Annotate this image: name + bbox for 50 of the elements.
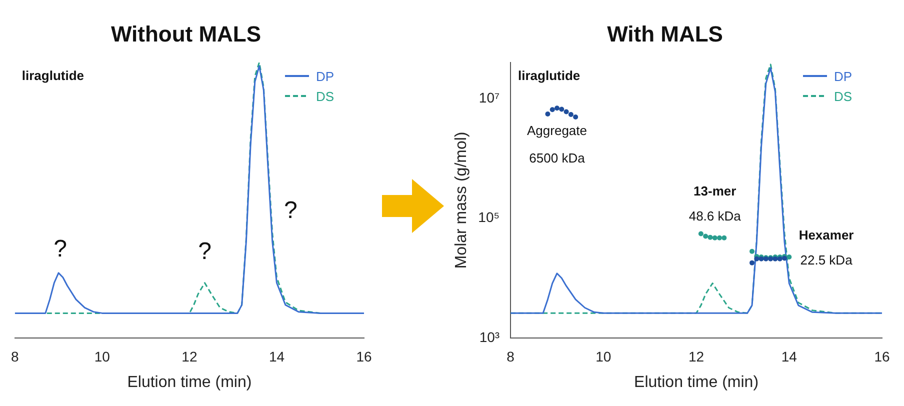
x-tick-label: 14 xyxy=(781,348,798,364)
legend-label: DS xyxy=(316,88,334,104)
x-tick-label: 16 xyxy=(356,348,372,364)
annotation: 22.5 kDa xyxy=(800,252,854,268)
chart-title: With MALS xyxy=(607,21,723,46)
x-tick-label: 8 xyxy=(10,348,19,364)
x-axis-title: Elution time (min) xyxy=(127,374,252,391)
annotation: ? xyxy=(198,238,212,266)
annotation: ? xyxy=(54,235,67,262)
x-tick-label: 10 xyxy=(596,348,612,364)
chart-title: Without MALS xyxy=(110,21,262,46)
point xyxy=(722,235,727,240)
legend-label: DS xyxy=(834,88,852,104)
point xyxy=(754,256,760,262)
point xyxy=(750,260,754,266)
annotation: 48.6 kDa xyxy=(688,208,742,224)
y-axis-title: Molar mass (g/mol) xyxy=(453,132,470,269)
point xyxy=(750,248,754,254)
annotation: Hexamer xyxy=(798,228,854,243)
point xyxy=(698,231,704,236)
x-tick-label: 12 xyxy=(688,348,704,364)
y-tick-label: 10⁷ xyxy=(478,89,500,106)
x-tick-label: 16 xyxy=(874,348,890,364)
legend-label: DP xyxy=(834,68,852,84)
point xyxy=(545,112,550,117)
x-tick-label: 12 xyxy=(182,348,198,364)
x-tick-label: 8 xyxy=(506,348,515,364)
x-axis-title: Elution time (min) xyxy=(634,374,759,391)
point xyxy=(568,112,574,117)
annotation: 6500 kDa xyxy=(529,150,586,166)
point xyxy=(712,235,718,240)
annotation: 13-mer xyxy=(694,184,736,199)
annotation: liraglutide xyxy=(518,68,580,83)
point xyxy=(554,106,560,111)
point xyxy=(717,235,722,240)
point xyxy=(559,106,564,112)
point xyxy=(564,109,569,114)
point xyxy=(573,114,578,120)
annotation: ? xyxy=(284,196,298,224)
x-tick-label: 14 xyxy=(268,348,285,364)
point xyxy=(703,234,708,239)
point xyxy=(708,234,713,240)
legend-label: DP xyxy=(316,68,334,84)
point xyxy=(550,107,555,112)
x-tick-label: 10 xyxy=(94,348,110,364)
annotation: liraglutide xyxy=(22,68,84,83)
y-tick-label: 10⁵ xyxy=(478,209,500,226)
annotation: Aggregate xyxy=(527,122,588,138)
point xyxy=(786,254,792,260)
y-tick-label: 10³ xyxy=(479,328,500,345)
